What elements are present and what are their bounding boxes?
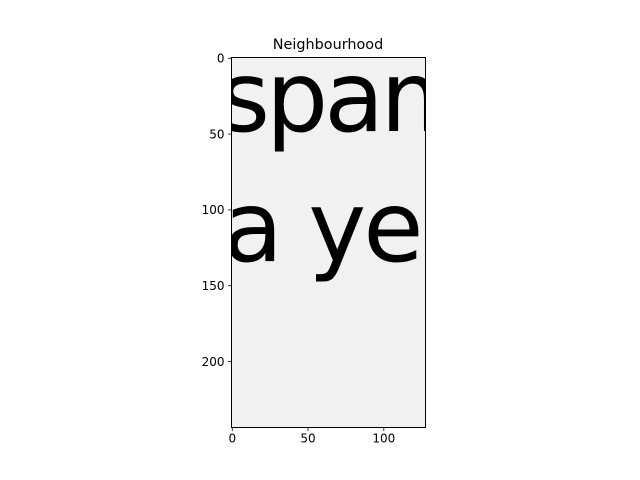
paper-texture xyxy=(231,57,426,428)
image-word-1: spam xyxy=(219,41,472,155)
y-tick-label: 200 xyxy=(202,355,225,369)
x-tick-label: 100 xyxy=(372,432,395,446)
image-panel: spam a yea xyxy=(219,41,478,428)
y-tick-label: 150 xyxy=(202,279,225,293)
y-axis: 0 50 100 150 200 xyxy=(202,52,232,369)
x-axis: 0 50 100 xyxy=(228,427,395,446)
y-tick-label: 50 xyxy=(209,127,224,141)
axes-frame xyxy=(231,57,426,428)
y-tick-label: 100 xyxy=(202,203,225,217)
x-tick-label: 50 xyxy=(300,432,315,446)
image-word-2: a yea xyxy=(223,171,478,285)
x-tick-label: 0 xyxy=(228,432,236,446)
chart-title: Neighbourhood xyxy=(273,37,383,53)
y-tick-label: 0 xyxy=(217,52,225,66)
